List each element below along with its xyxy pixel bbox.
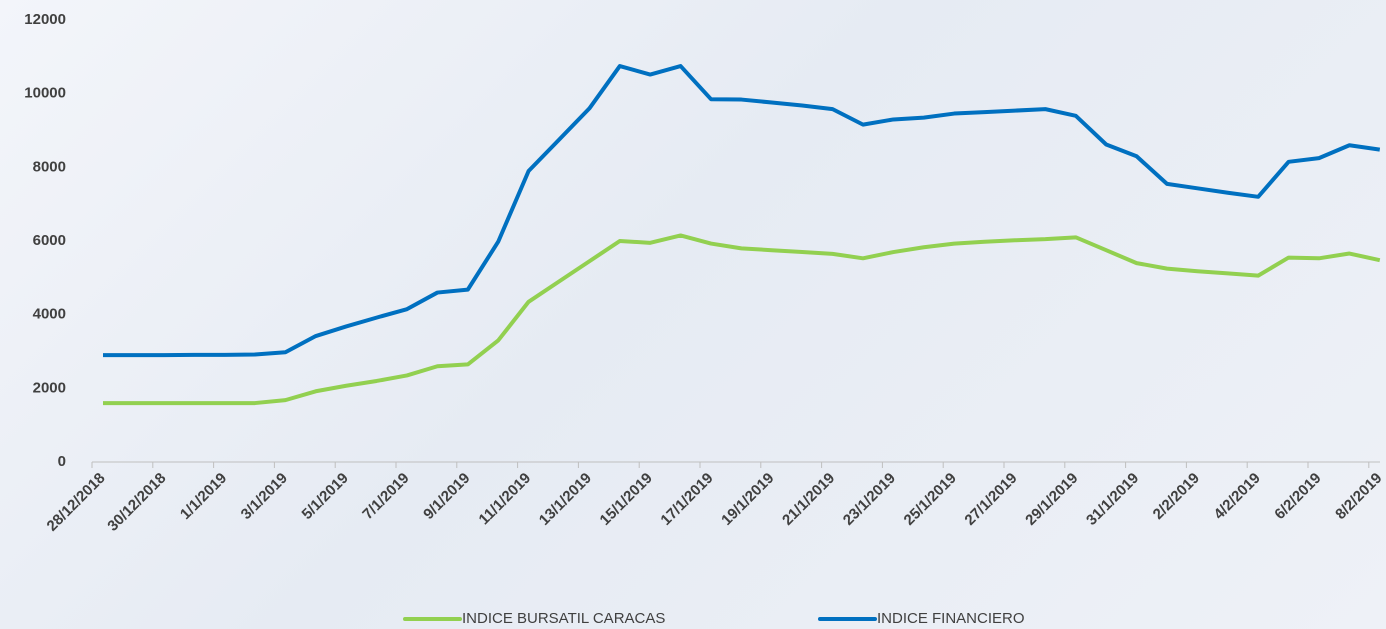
x-tick-label: 29/1/2019 <box>1022 470 1081 529</box>
x-tick-label: 25/1/2019 <box>901 470 960 529</box>
x-tick-label: 19/1/2019 <box>718 470 777 529</box>
x-tick-label: 31/1/2019 <box>1083 470 1142 529</box>
series-line <box>103 235 1380 403</box>
x-tick-label: 23/1/2019 <box>840 470 899 529</box>
y-tick-label: 12000 <box>24 11 66 28</box>
x-tick-label: 27/1/2019 <box>961 470 1020 529</box>
x-tick-label: 30/12/2018 <box>104 470 169 535</box>
x-tick-label: 2/2/2019 <box>1150 470 1203 523</box>
legend-label: INDICE FINANCIERO <box>877 610 1025 627</box>
y-tick-label: 10000 <box>24 85 66 102</box>
x-tick-label: 6/2/2019 <box>1271 470 1324 523</box>
x-tick-label: 21/1/2019 <box>779 470 838 529</box>
y-tick-label: 0 <box>58 453 66 470</box>
x-tick-label: 3/1/2019 <box>238 470 291 523</box>
x-tick-label: 17/1/2019 <box>657 470 716 529</box>
x-tick-label: 4/2/2019 <box>1211 470 1264 523</box>
x-tick-label: 5/1/2019 <box>299 470 352 523</box>
y-tick-label: 8000 <box>33 158 66 175</box>
y-tick-label: 4000 <box>33 306 66 323</box>
y-tick-label: 6000 <box>33 232 66 249</box>
x-tick-label: 9/1/2019 <box>420 470 473 523</box>
chart: 0 2000 4000 6000 8000 10000 12000 28/12/201830/… <box>0 0 1386 629</box>
y-tick-label: 2000 <box>33 379 66 396</box>
x-tick-label: 13/1/2019 <box>536 470 595 529</box>
x-tick-label: 1/1/2019 <box>177 470 230 523</box>
x-tick-label: 7/1/2019 <box>359 470 412 523</box>
x-tick-label: 28/12/2018 <box>44 470 109 535</box>
x-tick-label: 11/1/2019 <box>476 470 535 529</box>
legend-label: INDICE BURSATIL CARACAS <box>462 610 665 627</box>
series-line <box>103 66 1380 355</box>
x-tick-label: 15/1/2019 <box>597 470 656 529</box>
x-tick-label: 8/2/2019 <box>1332 470 1385 523</box>
